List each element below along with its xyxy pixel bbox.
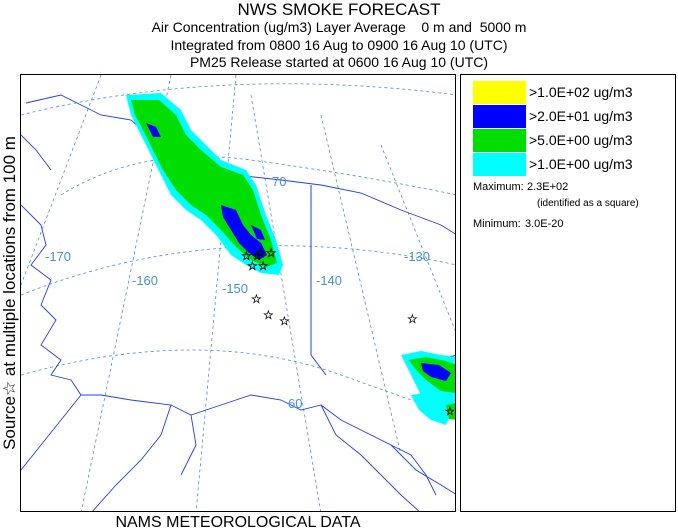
release-info: PM25 Release started at 0600 16 Aug 10 (…: [189, 54, 489, 70]
lon-label-170: -170: [45, 249, 71, 264]
maximum-note: (identified as a square): [537, 198, 639, 209]
plume-east-level-2: [421, 363, 451, 381]
lon-label-160: -160: [132, 273, 158, 288]
legend-label-2: >2.0E+01 ug/m3: [529, 108, 633, 124]
lon-label-130: -130: [404, 249, 430, 264]
source-star-icon: ☆: [407, 312, 418, 326]
maximum-label: Maximum:: [473, 181, 524, 193]
minimum-label: Minimum:: [473, 218, 521, 230]
smoke-map: ☆☆ ☆☆ ☆☆ ☆ ☆ ☆ ☆ ☆☆ -170 -160 -150 -140 …: [20, 74, 456, 512]
plume-south-level-4: [411, 393, 451, 425]
minimum-value: 3.0E-20: [525, 218, 564, 230]
source-markers: ☆☆ ☆☆ ☆☆ ☆ ☆ ☆ ☆ ☆☆: [241, 246, 456, 419]
plume-south-level-3: [446, 403, 455, 420]
legend-swatch-yellow: [473, 81, 526, 104]
plume-level-2-a: [146, 123, 161, 137]
latitude-line-60: [21, 349, 455, 416]
plume-level-2-b: [221, 205, 267, 260]
legend-label-4: >1.0E+00 ug/m3: [529, 156, 633, 172]
legend-panel: >1.0E+02 ug/m3 >2.0E+01 ug/m3 >5.0E+00 u…: [460, 74, 676, 512]
source-star-icon: ☆: [251, 292, 262, 306]
layer-subtitle: Air Concentration (ug/m3) Layer Average …: [151, 19, 527, 35]
legend-swatch-cyan: [473, 153, 526, 176]
legend-row-3: >5.0E+00 ug/m3: [473, 129, 673, 152]
map-canvas: ☆☆ ☆☆ ☆☆ ☆ ☆ ☆ ☆ ☆☆ -170 -160 -150 -140 …: [21, 75, 456, 511]
lon-label-140: -140: [316, 273, 342, 288]
lat-label-60: 60: [288, 396, 302, 411]
source-side-label: Source☆ at multiple locations from 100 m: [0, 74, 20, 512]
lat-label-70: 70: [272, 174, 286, 189]
source-label-text: Source☆ at multiple locations from 100 m: [0, 136, 19, 450]
legend-swatch-blue: [473, 105, 526, 128]
meteorological-data-footer: NAMS METEOROLOGICAL DATA: [115, 514, 361, 531]
legend-swatch-green: [473, 129, 526, 152]
plume-level-2-c: [251, 225, 265, 240]
source-star-icon: ☆☆: [445, 405, 456, 418]
latitude-line-70: [60, 156, 455, 196]
lon-label-150: -150: [222, 281, 248, 296]
forecast-title: NWS SMOKE FORECAST: [237, 0, 441, 19]
source-star-icon: ☆☆: [241, 249, 263, 263]
maximum-value: 2.3E+02: [527, 181, 569, 193]
source-star-icon: ☆☆: [247, 259, 269, 273]
source-star-icon: ☆: [279, 314, 290, 328]
legend-label-3: >5.0E+00 ug/m3: [529, 132, 633, 148]
legend-label-1: >1.0E+02 ug/m3: [529, 84, 633, 100]
coastline: [21, 94, 455, 511]
legend-row-2: >2.0E+01 ug/m3: [473, 105, 673, 128]
source-star-icon: ☆☆: [255, 246, 277, 260]
source-star-icon: ☆: [263, 308, 274, 322]
legend-row-4: >1.0E+00 ug/m3: [473, 153, 673, 176]
legend-row-1: >1.0E+02 ug/m3: [473, 81, 673, 104]
integration-period: Integrated from 0800 16 Aug to 0900 16 A…: [170, 37, 508, 53]
smoke-plume: [126, 93, 455, 425]
